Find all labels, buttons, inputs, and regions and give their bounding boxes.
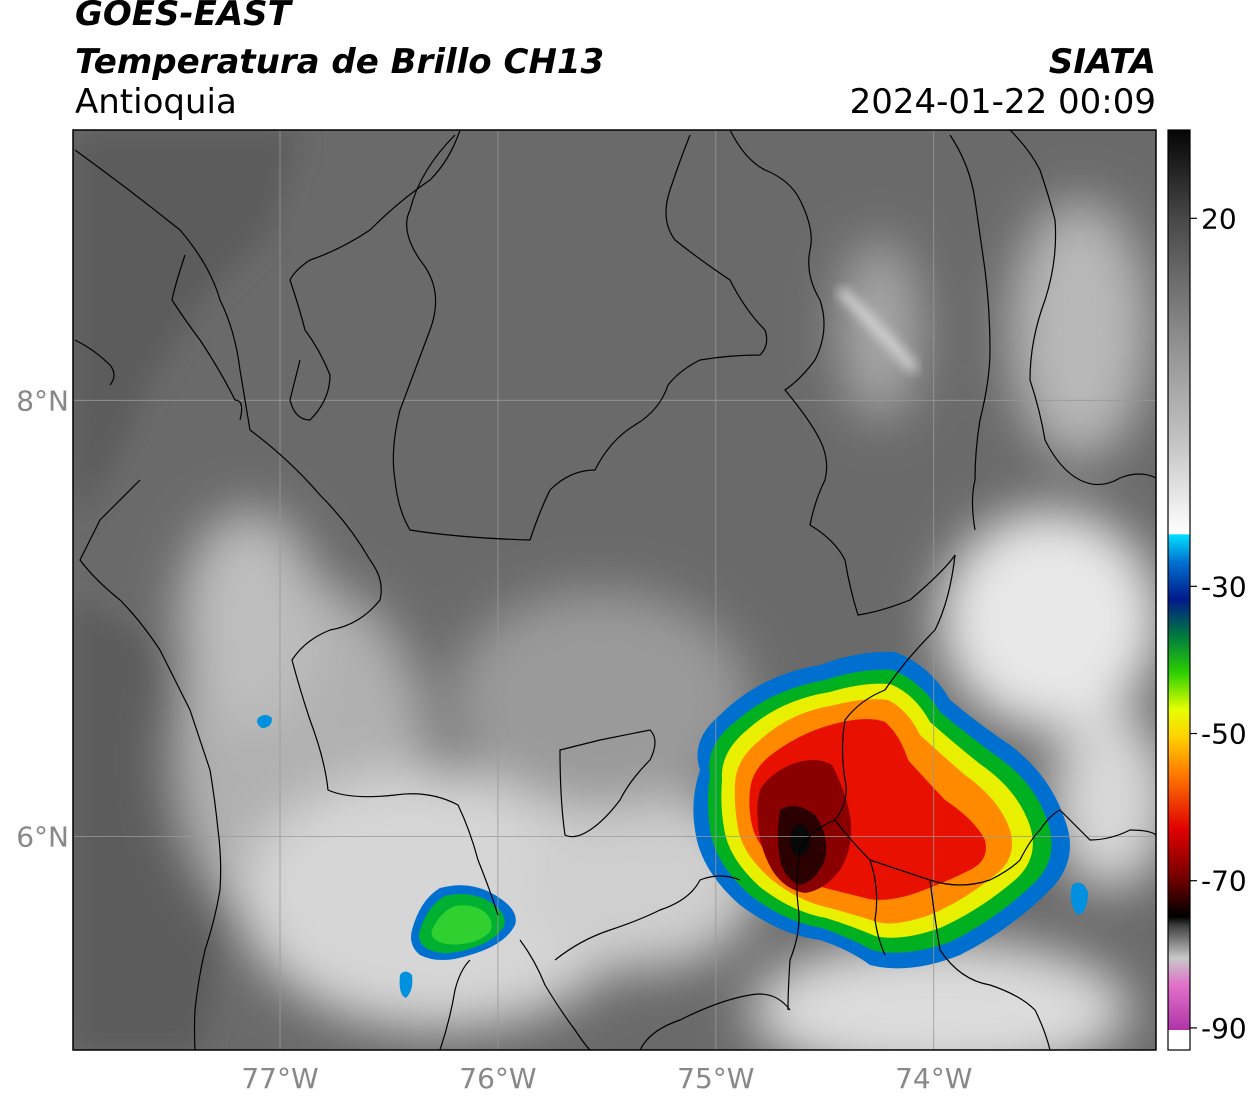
colorbar-tick-label: -50	[1201, 718, 1247, 751]
latitude-tick-labels: 8°N 6°N	[16, 384, 69, 853]
longitude-tick-labels: 77°W 76°W 75°W 74°W	[241, 1062, 972, 1095]
lat-tick-label: 8°N	[16, 384, 69, 417]
colorbar-tick-label: 20	[1201, 202, 1237, 235]
lon-tick-label: 77°W	[241, 1062, 318, 1095]
ocean-regions	[73, 130, 300, 1050]
datetime-label: 2024-01-22 00:09	[849, 82, 1156, 122]
storm-main	[693, 651, 1070, 969]
storm-west	[411, 885, 516, 960]
colorbar-under-swatch	[1168, 1030, 1190, 1050]
storm-cell-small	[257, 715, 272, 728]
colorbar-ticks: 20 -30 -50 -70 -90	[1190, 202, 1247, 1045]
figure-title: GOES-EAST	[75, 0, 291, 34]
colorbar-tick-label: -90	[1201, 1012, 1247, 1045]
colorbar-tick-label: -30	[1201, 570, 1247, 603]
colorbar-frame	[1167, 129, 1191, 1051]
figure-subtitle: Temperatura de Brillo CH13	[75, 42, 605, 82]
lon-tick-label: 74°W	[895, 1062, 972, 1095]
colorbar-gradient	[1168, 130, 1190, 1050]
lat-tick-label: 6°N	[16, 820, 69, 853]
map-frame	[72, 129, 1157, 1051]
storm-cell-small	[399, 971, 413, 998]
colorbar-tick-label: -70	[1201, 865, 1247, 898]
coastline	[74, 130, 461, 1050]
cirrus-streak	[837, 287, 919, 373]
gridlines	[73, 130, 1156, 1050]
storm-cell-small	[1070, 882, 1088, 915]
organization-label: SIATA	[1048, 42, 1156, 82]
colorbar: 20 -30 -50 -70 -90	[1167, 129, 1247, 1051]
map-area	[73, 130, 1156, 1050]
region-label: Antioquia	[75, 82, 237, 122]
lon-tick-label: 75°W	[677, 1062, 754, 1095]
admin-boundaries	[74, 130, 1156, 1050]
lon-tick-label: 76°W	[459, 1062, 536, 1095]
